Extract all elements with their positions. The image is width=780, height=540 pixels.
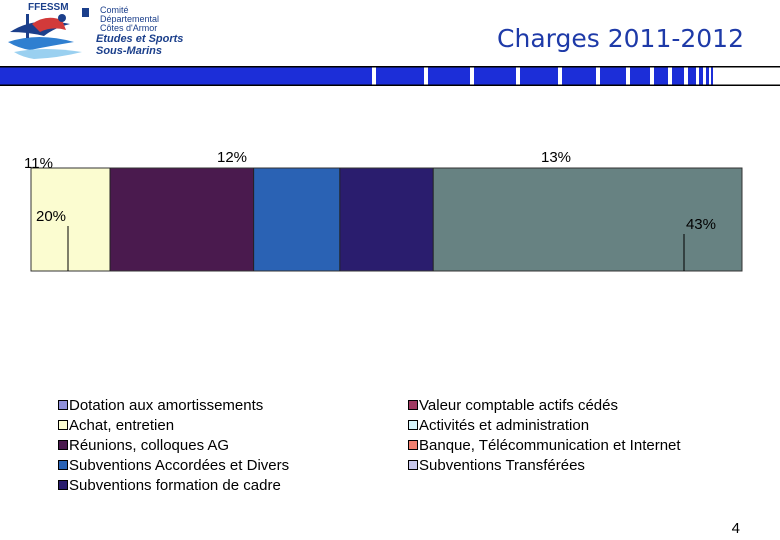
bar-segment-4	[339, 168, 434, 271]
legend-column-right: Valeur comptable actifs cédés Activités e…	[408, 395, 681, 475]
legend-swatch	[408, 440, 418, 450]
decorative-blue-band	[0, 66, 780, 86]
data-label-3: 12%	[217, 149, 247, 166]
legend-swatch	[408, 420, 418, 430]
data-label-5: 43%	[686, 216, 716, 233]
legend-column-left: Dotation aux amortissements Achat, entret…	[58, 395, 289, 495]
data-label-2: 20%	[36, 208, 66, 225]
legend-item-6: Valeur comptable actifs cédés	[408, 395, 681, 415]
data-label-4: 13%	[541, 149, 571, 166]
legend-label: Banque, Télécommunication et Internet	[419, 436, 681, 454]
legend-item-8: Banque, Télécommunication et Internet	[408, 435, 681, 455]
data-label-1: 11%	[24, 155, 53, 172]
legend-swatch	[58, 400, 68, 410]
legend-swatch	[58, 440, 68, 450]
legend-item-1: Dotation aux amortissements	[58, 395, 289, 415]
legend-item-9: Subventions Transférées	[408, 455, 681, 475]
legend-swatch	[58, 480, 68, 490]
logo-acronym: FFESSM	[28, 2, 69, 13]
stacked-bar-chart: 11% 20% 12% 13% 43%	[24, 149, 743, 272]
legend-item-5: Subventions formation de cadre	[58, 475, 289, 495]
logo-line-5: Sous-Marins	[96, 45, 163, 57]
legend-label: Dotation aux amortissements	[69, 396, 264, 414]
logo-line-2: Départemental	[100, 14, 160, 24]
bar-segment-2	[110, 168, 254, 271]
legend-label: Réunions, colloques AG	[69, 436, 230, 454]
bar-segment-5	[433, 168, 742, 271]
logo-line-1: Comité	[100, 5, 129, 15]
bar-segment-1	[31, 168, 110, 271]
ffessm-logo: FFESSM Comité Départemental Côtes d'Armo…	[4, 2, 183, 62]
logo-line-3: Côtes d'Armor	[100, 23, 158, 33]
page-number: 4	[731, 520, 740, 537]
legend-swatch	[58, 420, 68, 430]
logo-line-4: Etudes et Sports	[96, 33, 184, 45]
slide-title: Charges 2011-2012	[497, 24, 744, 53]
legend-label: Valeur comptable actifs cédés	[419, 396, 618, 414]
legend-swatch	[408, 460, 418, 470]
bar-segment-3	[253, 168, 340, 271]
legend-label: Subventions Accordées et Divers	[69, 456, 290, 474]
legend-label: Subventions formation de cadre	[69, 476, 281, 494]
legend-item-7: Activités et administration	[408, 415, 681, 435]
legend-label: Achat, entretien	[69, 416, 175, 434]
legend-label: Activités et administration	[419, 416, 590, 434]
legend-label: Subventions Transférées	[419, 456, 585, 474]
legend-swatch	[408, 400, 418, 410]
legend-item-3: Réunions, colloques AG	[58, 435, 289, 455]
legend-swatch	[58, 460, 68, 470]
diver-logo-icon	[8, 8, 89, 59]
legend-item-4: Subventions Accordées et Divers	[58, 455, 289, 475]
legend-item-2: Achat, entretien	[58, 415, 289, 435]
